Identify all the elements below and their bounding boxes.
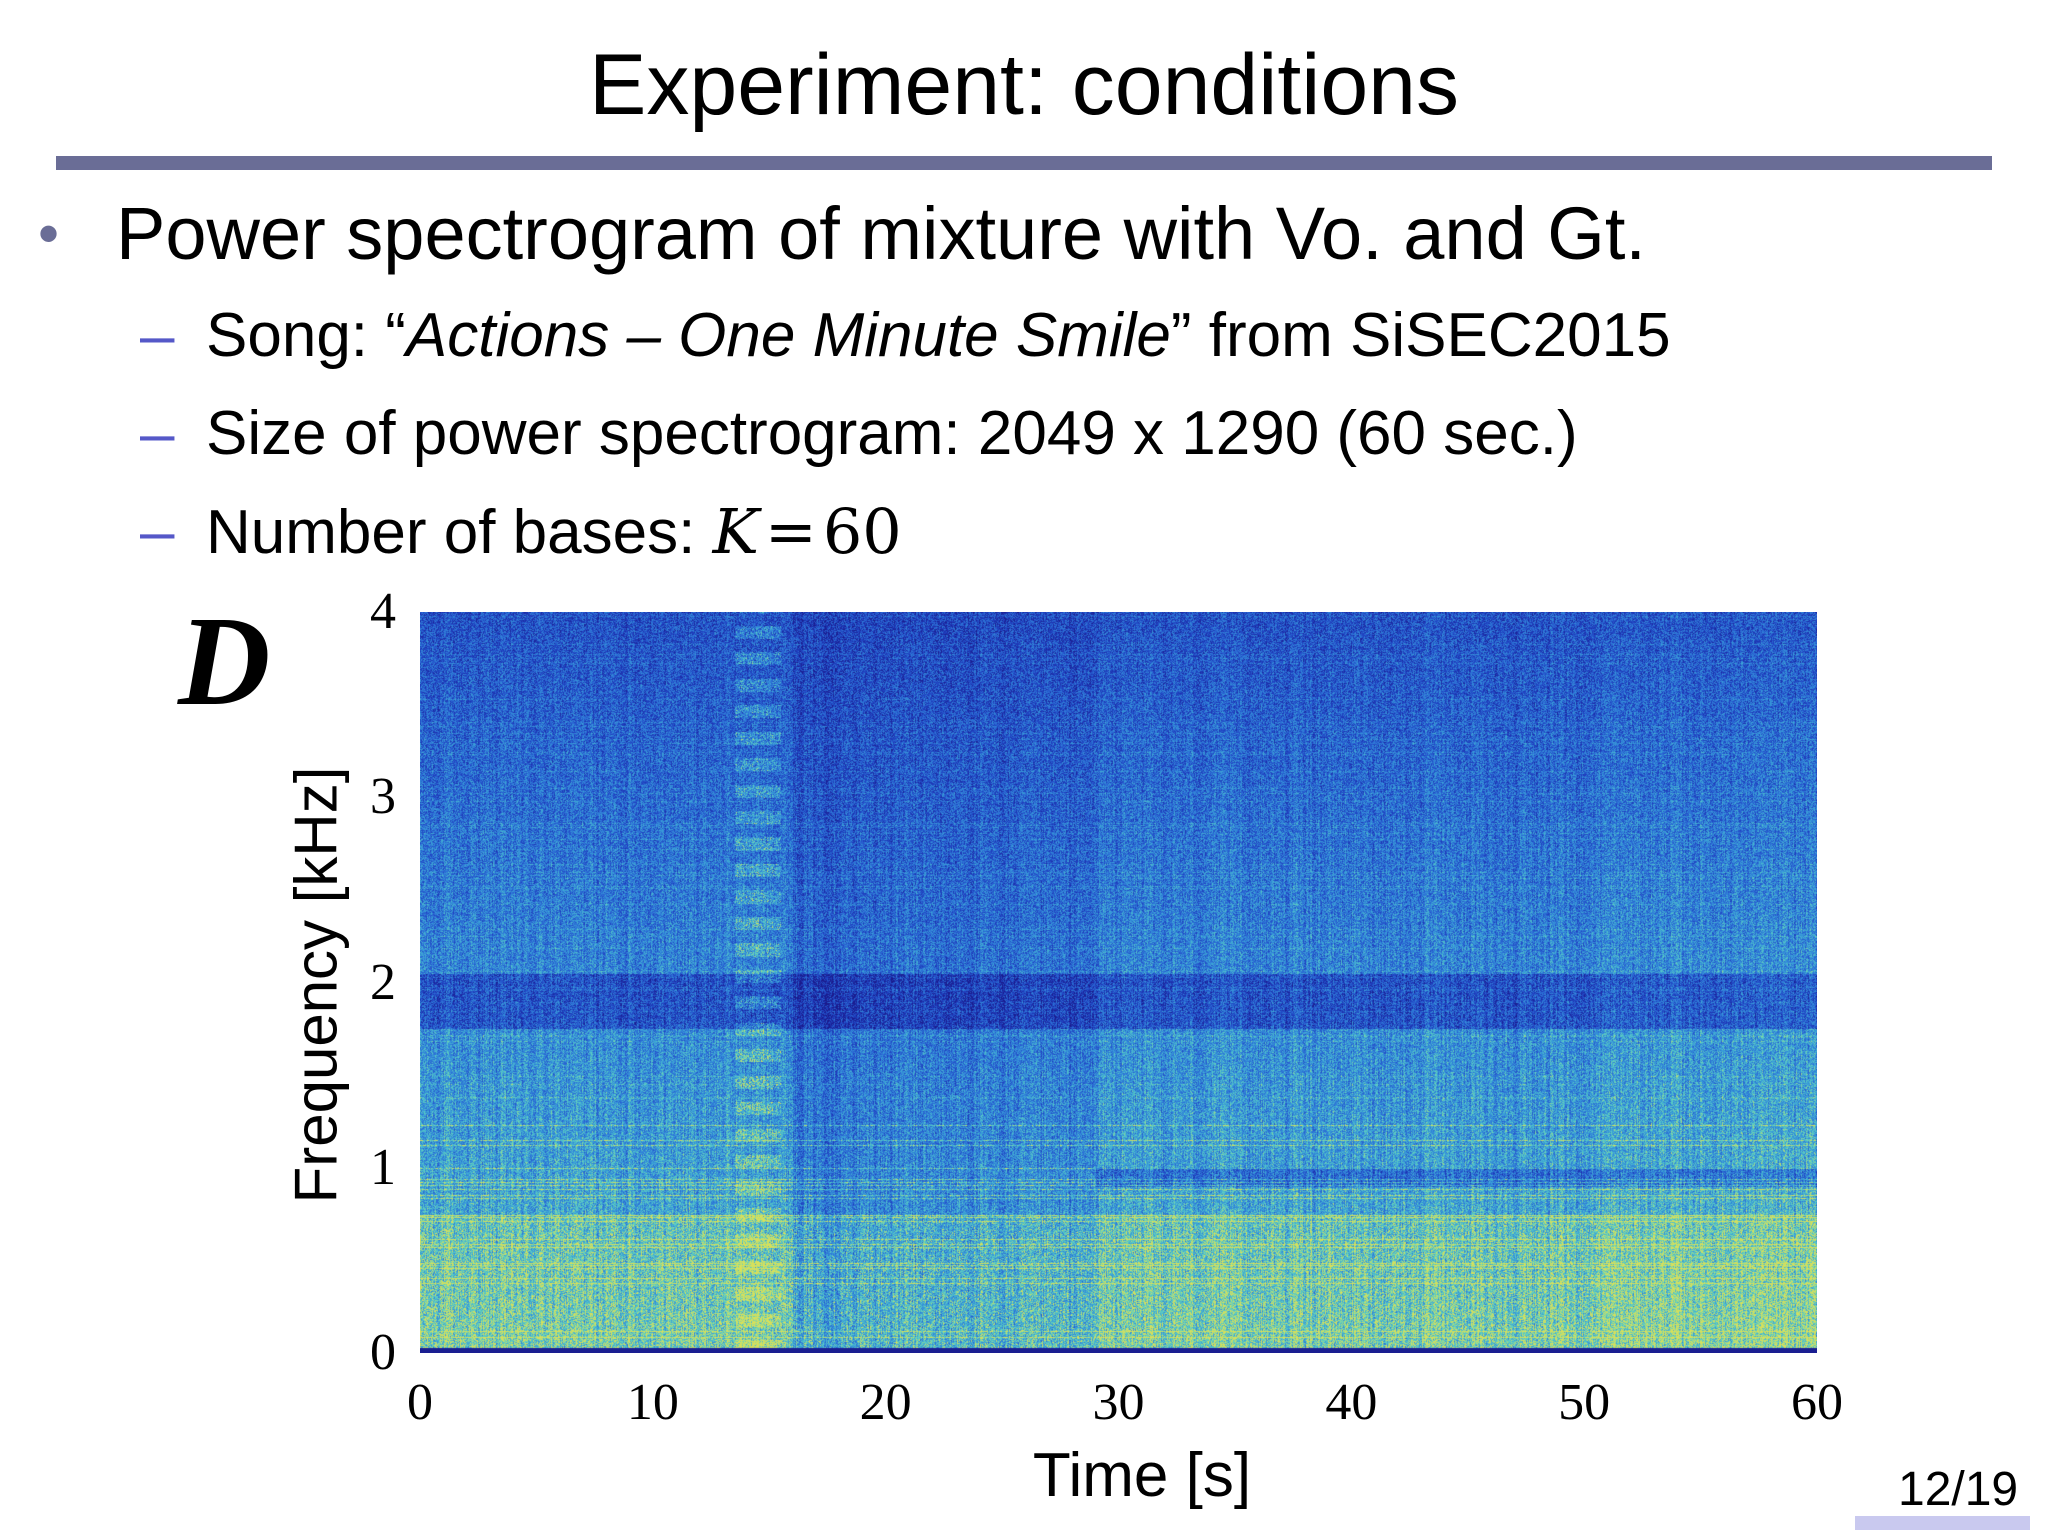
song-suffix: ” from SiSEC2015 xyxy=(1170,301,1671,370)
y-tick-label: 3 xyxy=(370,768,396,826)
main-bullet-text: Power spectrogram of mixture with Vo. an… xyxy=(116,192,1646,275)
bases-variable: K xyxy=(712,495,759,568)
title-divider xyxy=(56,156,1992,170)
x-tick-label: 50 xyxy=(1558,1374,1611,1431)
x-axis-label: Time [s] xyxy=(1032,1441,1252,1510)
matrix-label: D xyxy=(178,590,271,732)
x-tick-label: 30 xyxy=(1092,1374,1145,1431)
spectrogram-plot xyxy=(420,612,1817,1353)
y-axis-label: Frequency [kHz] xyxy=(282,766,350,1204)
bases-equals: = xyxy=(764,495,817,568)
song-prefix: Song: “ xyxy=(206,301,406,370)
y-tick-label: 4 xyxy=(370,583,396,640)
page-progress-bar xyxy=(1855,1516,2030,1530)
y-tick-label: 1 xyxy=(370,1138,396,1196)
size-text: Size of power spectrogram: 2049 x 1290 (… xyxy=(206,399,1578,468)
slide-title: Experiment: conditions xyxy=(589,37,1459,133)
x-tick-label: 10 xyxy=(626,1374,679,1431)
page-number: 12/19 xyxy=(1898,1463,2019,1516)
dash-icon: – xyxy=(140,399,175,468)
x-tick-label: 60 xyxy=(1791,1374,1843,1431)
y-tick-label: 2 xyxy=(370,953,396,1011)
song-text: Song: “Actions – One Minute Smile” from … xyxy=(206,296,1671,376)
bases-text: Number of bases: K=60 xyxy=(206,492,902,573)
x-tick-label: 20 xyxy=(859,1374,912,1431)
y-tick-label: 0 xyxy=(370,1324,396,1381)
bases-prefix: Number of bases: xyxy=(206,498,713,567)
x-tick-label: 0 xyxy=(407,1374,433,1431)
bases-value: 60 xyxy=(822,495,902,568)
spectrogram-heatmap xyxy=(420,612,1817,1353)
song-title: Actions – One Minute Smile xyxy=(405,301,1171,370)
dash-icon: – xyxy=(140,497,175,566)
bullet-dot: • xyxy=(38,200,60,267)
dash-icon: – xyxy=(140,301,175,370)
x-tick-label: 40 xyxy=(1325,1374,1378,1431)
